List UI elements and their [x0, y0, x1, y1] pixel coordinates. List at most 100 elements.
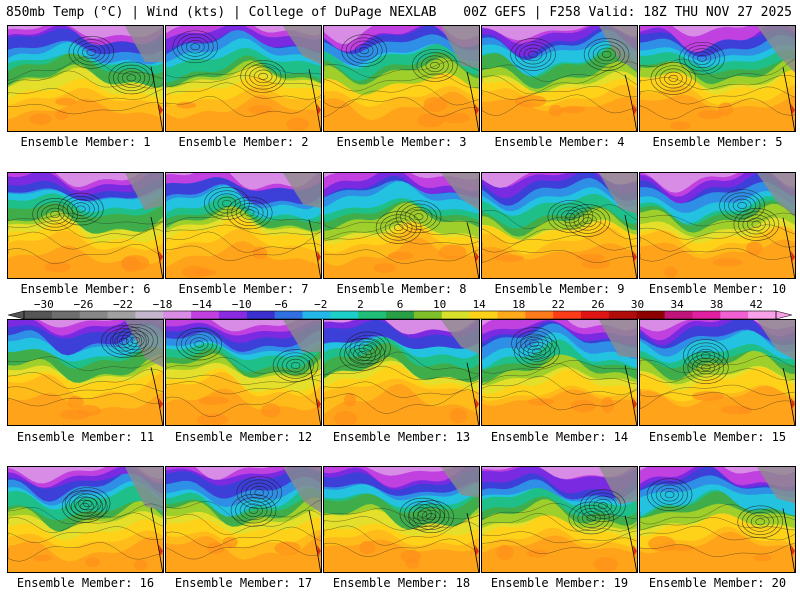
- ensemble-member-label: Ensemble Member: 11: [7, 431, 164, 444]
- ensemble-member-map: [7, 172, 164, 279]
- colorbar-segment: [52, 311, 80, 319]
- header-right-title: 00Z GEFS | F258 Valid: 18Z THU NOV 27 20…: [463, 6, 792, 20]
- colorbar-segment: [497, 311, 525, 319]
- ensemble-member-map: [165, 319, 322, 426]
- ensemble-member-label: Ensemble Member: 5: [639, 136, 796, 149]
- colorbar-segment: [665, 311, 693, 319]
- temperature-field: [324, 26, 480, 132]
- ensemble-member-map: [7, 319, 164, 426]
- colorbar-tick-label: −10: [232, 299, 252, 310]
- ensemble-member-map: [165, 172, 322, 279]
- colorbar-segment: [581, 311, 609, 319]
- ensemble-member-map: [639, 466, 796, 573]
- colorbar-tick-label: 22: [552, 299, 565, 310]
- ensemble-member-map: [481, 25, 638, 132]
- temperature-field: [8, 467, 164, 573]
- ensemble-member-label: Ensemble Member: 19: [481, 577, 638, 590]
- colorbar-segment: [442, 311, 470, 319]
- temperature-field: [324, 467, 480, 573]
- colorbar-segment: [275, 311, 303, 319]
- ensemble-member-label: Ensemble Member: 20: [639, 577, 796, 590]
- colorbar-tick-label: 18: [512, 299, 525, 310]
- temperature-field: [166, 26, 322, 132]
- ensemble-member-label: Ensemble Member: 9: [481, 283, 638, 296]
- colorbar-segment: [135, 311, 163, 319]
- ensemble-member-label: Ensemble Member: 2: [165, 136, 322, 149]
- ensemble-member-map: [323, 466, 480, 573]
- temperature-field: [640, 320, 796, 426]
- ensemble-member-map: [639, 319, 796, 426]
- ensemble-member-label: Ensemble Member: 10: [639, 283, 796, 296]
- colorbar-segment: [386, 311, 414, 319]
- colorbar-tick-label: −2: [314, 299, 327, 310]
- colorbar-segment: [163, 311, 191, 319]
- colorbar-tick-label: 38: [710, 299, 723, 310]
- colorbar-segment: [219, 311, 247, 319]
- colorbar-segment: [303, 311, 331, 319]
- temperature-field: [166, 320, 322, 426]
- colorbar-segment: [191, 311, 219, 319]
- colorbar-segment: [247, 311, 275, 319]
- temperature-field: [166, 173, 322, 279]
- temperature-field: [8, 320, 164, 426]
- ensemble-member-label: Ensemble Member: 1: [7, 136, 164, 149]
- colorbar-segment: [108, 311, 136, 319]
- ensemble-member-map: [639, 25, 796, 132]
- colorbar-tick-label: −18: [153, 299, 173, 310]
- colorbar-tick-label: 6: [397, 299, 404, 310]
- temperature-field: [166, 467, 322, 573]
- colorbar-left-arrow: [8, 311, 24, 319]
- temperature-field: [640, 173, 796, 279]
- colorbar-segment: [330, 311, 358, 319]
- ensemble-member-map: [481, 466, 638, 573]
- colorbar-segment: [553, 311, 581, 319]
- temperature-field: [8, 26, 164, 132]
- temperature-field: [640, 467, 796, 573]
- colorbar-segment: [525, 311, 553, 319]
- colorbar-tick-label: −30: [34, 299, 54, 310]
- colorbar-tick-label: 30: [631, 299, 644, 310]
- ensemble-member-label: Ensemble Member: 4: [481, 136, 638, 149]
- colorbar-tick-label: −26: [73, 299, 93, 310]
- ensemble-member-label: Ensemble Member: 12: [165, 431, 322, 444]
- ensemble-member-label: Ensemble Member: 6: [7, 283, 164, 296]
- colorbar-tick-label: 34: [670, 299, 683, 310]
- temperature-field: [640, 26, 796, 132]
- ensemble-member-map: [7, 25, 164, 132]
- colorbar-segment: [80, 311, 108, 319]
- colorbar-right-arrow: [776, 311, 792, 319]
- temperature-colorbar: −30 −26 −22 −18 −14 −10 −6 −2 2 6 10 14 18 22 26 30 34 38…: [8, 299, 792, 321]
- temperature-field: [8, 173, 164, 279]
- ensemble-member-label: Ensemble Member: 16: [7, 577, 164, 590]
- ensemble-member-map: [481, 172, 638, 279]
- colorbar-segment: [24, 311, 52, 319]
- ensemble-member-map: [323, 172, 480, 279]
- colorbar-tick-label: 14: [473, 299, 486, 310]
- ensemble-member-map: [481, 319, 638, 426]
- colorbar-segment: [720, 311, 748, 319]
- colorbar-segment: [637, 311, 665, 319]
- colorbar-segment: [609, 311, 637, 319]
- header-left-title: 850mb Temp (°C) | Wind (kts) | College o…: [6, 6, 436, 20]
- colorbar-tick-label: 10: [433, 299, 446, 310]
- colorbar-segment: [470, 311, 498, 319]
- colorbar-tick-label: −14: [192, 299, 212, 310]
- ensemble-member-label: Ensemble Member: 13: [323, 431, 480, 444]
- temperature-field: [482, 26, 638, 132]
- ensemble-member-map: [323, 25, 480, 132]
- colorbar-tick-label: 42: [750, 299, 763, 310]
- ensemble-member-label: Ensemble Member: 7: [165, 283, 322, 296]
- colorbar-tick-label: 26: [591, 299, 604, 310]
- ensemble-member-label: Ensemble Member: 8: [323, 283, 480, 296]
- colorbar-tick-label: −22: [113, 299, 133, 310]
- colorbar-tick-label: −6: [275, 299, 288, 310]
- ensemble-member-map: [323, 319, 480, 426]
- temperature-field: [482, 173, 638, 279]
- ensemble-member-label: Ensemble Member: 18: [323, 577, 480, 590]
- colorbar-segment: [692, 311, 720, 319]
- colorbar-tick-label: 2: [357, 299, 364, 310]
- colorbar-segment: [358, 311, 386, 319]
- temperature-field: [482, 320, 638, 426]
- ensemble-member-label: Ensemble Member: 15: [639, 431, 796, 444]
- temperature-field: [482, 467, 638, 573]
